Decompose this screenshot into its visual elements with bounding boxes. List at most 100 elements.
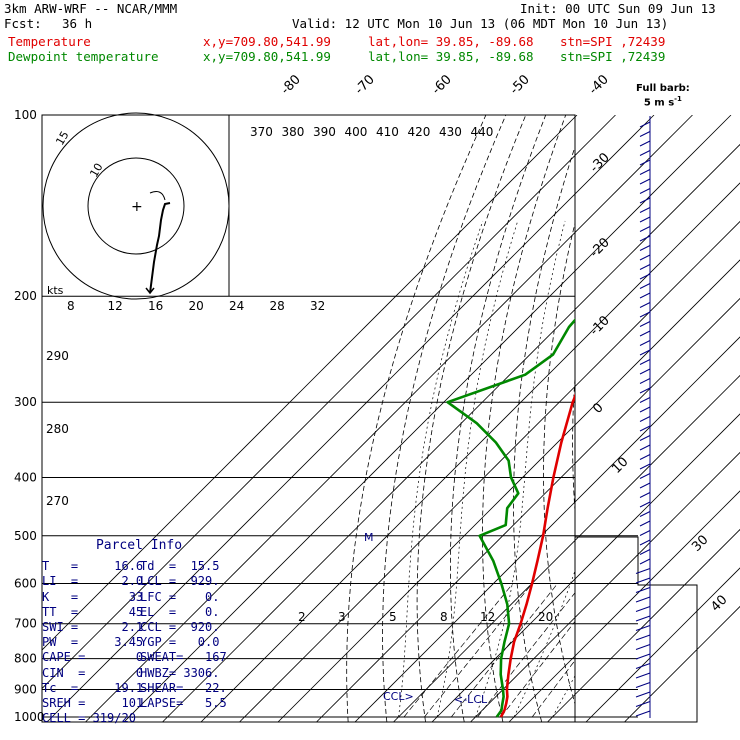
parcel-value: LCL = 929. <box>140 574 220 589</box>
wind-barb <box>635 587 651 593</box>
parcel-row: K = 33LFC = 0. <box>42 590 236 605</box>
header: 3km ARW-WRF -- NCAR/MMM Init: 00 UTC Sun… <box>0 0 740 70</box>
wind-barb <box>639 159 651 166</box>
wind-barb <box>639 131 651 137</box>
dry-adiabat <box>416 115 527 722</box>
dry-adiabat <box>450 115 547 722</box>
dewpoint-profile <box>446 318 575 718</box>
theta-label: 380 <box>282 125 305 139</box>
moist-adiabat <box>552 674 575 718</box>
parcel-value: CAPE = 0 <box>42 650 144 665</box>
dry-adiabat <box>706 115 740 730</box>
wind-barb <box>639 463 651 470</box>
hodograph-tick-label: 12 <box>108 299 123 313</box>
wind-barb <box>639 235 651 242</box>
wind-barb <box>639 349 651 356</box>
temperature-tick-label: -10 <box>587 313 613 339</box>
pressure-tick-label: 1000 <box>14 710 45 724</box>
mixing-ratio-label: 2 <box>298 610 306 624</box>
wind-barb <box>635 644 651 650</box>
parcel-row: SWI = 2.1CCL = 920. <box>42 620 236 635</box>
wind-barb <box>635 625 651 631</box>
isotherm <box>623 605 740 722</box>
parcel-row: CAPE = 0SWEAT= 167 <box>42 650 236 665</box>
parcel-value: YGP = 0.0 <box>140 635 220 650</box>
isotherm <box>431 413 740 722</box>
parcel-value: PW = 3.45 <box>42 635 144 650</box>
isotherm-lines <box>42 115 740 722</box>
xy-readout-temp: x,y=709.80,541.99 <box>203 34 331 49</box>
parcel-value: TT = 45 <box>42 604 144 619</box>
sounding-profiles <box>446 318 575 718</box>
init-time: Init: 00 UTC Sun 09 Jun 13 <box>520 1 716 16</box>
isotherm <box>546 528 740 722</box>
fcst-label: Fcst: <box>4 16 42 31</box>
full-barb-legend: Full barb: 5 m s-1 <box>636 84 690 108</box>
hodograph-trace <box>149 202 171 294</box>
pressure-tick-label: 300 <box>14 395 37 409</box>
wind-barb <box>635 596 651 603</box>
dry-adiabat <box>543 221 575 706</box>
wind-barb <box>635 672 651 679</box>
mixing-ratio-label: 20 <box>538 610 553 624</box>
wind-barb <box>635 615 651 622</box>
latlon-readout-temp: lat,lon= 39.85, -89.68 <box>368 34 534 49</box>
station-readout-temp: stn=SPI ,72439 <box>560 34 666 49</box>
model-title: 3km ARW-WRF -- NCAR/MMM <box>4 1 178 16</box>
wind-barb <box>635 701 651 707</box>
isobar-lines <box>41 114 698 723</box>
lcl-label: <-LCL <box>454 693 488 706</box>
pressure-tick-label: 600 <box>14 576 37 590</box>
temperature-tick-label: -20 <box>587 235 613 261</box>
wind-barb <box>635 691 651 698</box>
theta-label: 410 <box>376 125 399 139</box>
temperature-tick-label: -30 <box>587 150 613 176</box>
wind-barb <box>639 245 651 251</box>
pressure-tick-label: 800 <box>14 652 37 666</box>
wind-barb <box>639 283 651 289</box>
isotherm <box>315 297 740 722</box>
wind-barb <box>639 197 651 204</box>
pressure-tick-label: 100 <box>14 108 37 122</box>
wind-barb <box>639 378 651 384</box>
moist-adiabat <box>398 220 484 718</box>
wind-barb <box>639 482 651 489</box>
parcel-value: LAPSE= 5.5 <box>140 696 227 711</box>
parcel-value: SWI = 2.1 <box>42 620 144 635</box>
full-barb-speed: 5 m s <box>643 97 675 109</box>
wind-barb <box>639 254 651 261</box>
ccl-label: CCL> <box>383 690 414 703</box>
wind-barb <box>639 558 651 565</box>
parcel-value: HWBZ= 3306. <box>140 665 220 680</box>
theta-label: 430 <box>439 125 462 139</box>
parcel-value: EL = 0. <box>140 604 220 619</box>
parcel-value: T = 16.6 <box>42 559 144 574</box>
temperature-tick-label: 10 <box>609 455 631 477</box>
parcel-info-title: Parcel Info <box>95 538 183 553</box>
dry-adiabat <box>513 145 575 722</box>
wind-barb <box>639 321 651 327</box>
wind-barb <box>639 416 651 422</box>
wind-barb <box>639 121 651 128</box>
wind-barb <box>639 501 651 508</box>
full-barb-exponent: -1 <box>674 95 682 103</box>
theta-label: 400 <box>345 125 368 139</box>
wind-barb <box>639 387 651 394</box>
xy-readout-dew: x,y=709.80,541.99 <box>203 49 331 64</box>
parcel-row: CIN = 0HWBZ= 3306. <box>42 666 236 681</box>
hodograph-tick-label: 24 <box>229 299 244 313</box>
parcel-value: SREH = 101 <box>42 696 144 711</box>
parcel-value: SWEAT= 167 <box>140 650 227 665</box>
hodograph-tick-label: 16 <box>148 299 163 313</box>
parcel-value: K = 33 <box>42 589 144 604</box>
wind-barbs <box>635 116 651 718</box>
isotherm <box>277 259 740 722</box>
wind-barb <box>639 530 651 536</box>
mixing-ratio-label: 8 <box>440 610 448 624</box>
isotherm <box>161 143 740 722</box>
wind-barb <box>639 520 651 527</box>
wind-barb <box>639 539 651 546</box>
wind-barb <box>635 606 651 612</box>
parcel-value: SHEAR= 22. <box>140 680 227 695</box>
